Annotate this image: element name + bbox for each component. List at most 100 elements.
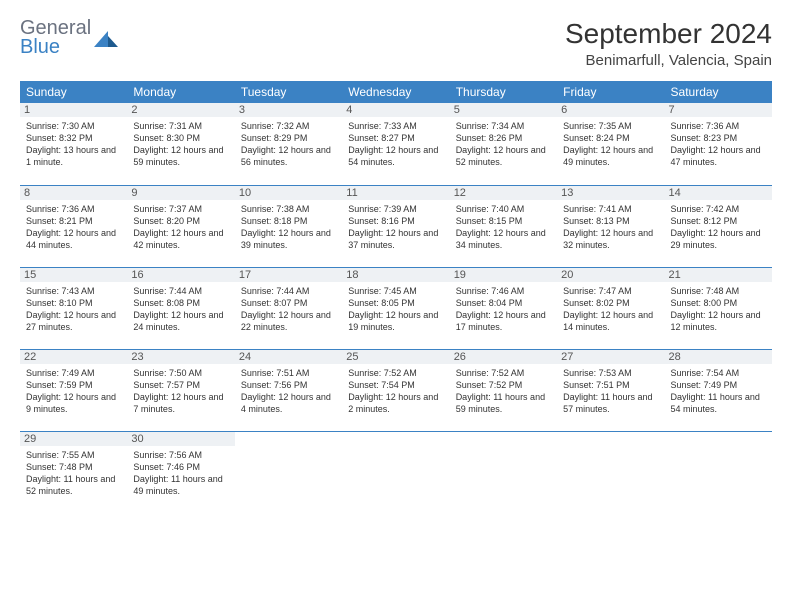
weekday-header: Tuesday xyxy=(235,81,342,103)
day-info: Sunrise: 7:54 AMSunset: 7:49 PMDaylight:… xyxy=(671,367,766,416)
day-cell: 30Sunrise: 7:56 AMSunset: 7:46 PMDayligh… xyxy=(127,431,234,513)
location: Benimarfull, Valencia, Spain xyxy=(565,52,772,69)
day-cell: 15Sunrise: 7:43 AMSunset: 8:10 PMDayligh… xyxy=(20,267,127,349)
day-info: Sunrise: 7:44 AMSunset: 8:08 PMDaylight:… xyxy=(133,285,228,334)
day-number: 25 xyxy=(342,350,449,364)
day-cell: 16 Sunrise: 7:44 AMSunset: 8:08 PMDayligh… xyxy=(127,267,234,349)
day-info: Sunrise: 7:36 AMSunset: 8:23 PMDaylight:… xyxy=(671,120,766,169)
day-info: Sunrise: 7:30 AMSunset: 8:32 PMDaylight:… xyxy=(26,120,121,169)
empty-cell xyxy=(450,431,557,513)
day-number: 10 xyxy=(235,186,342,200)
day-cell: 28 Sunrise: 7:54 AMSunset: 7:49 PMDayligh… xyxy=(665,349,772,431)
day-info: Sunrise: 7:46 AMSunset: 8:04 PMDaylight:… xyxy=(456,285,551,334)
day-cell: 29 Sunrise: 7:55 AMSunset: 7:48 PMDayligh… xyxy=(20,431,127,513)
weekday-header: Monday xyxy=(127,81,234,103)
day-number: 8 xyxy=(20,186,127,200)
weekday-header: Sunday xyxy=(20,81,127,103)
day-number: 7 xyxy=(665,103,772,117)
day-number: 29 xyxy=(20,432,127,446)
day-number: 17 xyxy=(235,268,342,282)
day-cell: 10 Sunrise: 7:38 AMSunset: 8:18 PMDayligh… xyxy=(235,185,342,267)
calendar-row: 8Sunrise: 7:36 AMSunset: 8:21 PMDaylight… xyxy=(20,185,772,267)
day-cell: 12 Sunrise: 7:40 AMSunset: 8:15 PMDayligh… xyxy=(450,185,557,267)
day-number: 9 xyxy=(127,186,234,200)
day-info: Sunrise: 7:52 AMSunset: 7:54 PMDaylight:… xyxy=(348,367,443,416)
logo: General Blue xyxy=(20,18,118,57)
day-info: Sunrise: 7:31 AMSunset: 8:30 PMDaylight:… xyxy=(133,120,228,169)
day-info: Sunrise: 7:55 AMSunset: 7:48 PMDaylight:… xyxy=(26,449,121,498)
calendar-row: 29 Sunrise: 7:55 AMSunset: 7:48 PMDayligh… xyxy=(20,431,772,513)
day-number: 5 xyxy=(450,103,557,117)
day-info: Sunrise: 7:51 AMSunset: 7:56 PMDaylight:… xyxy=(241,367,336,416)
month-title: September 2024 xyxy=(565,18,772,50)
day-info: Sunrise: 7:48 AMSunset: 8:00 PMDaylight:… xyxy=(671,285,766,334)
day-info: Sunrise: 7:53 AMSunset: 7:51 PMDaylight:… xyxy=(563,367,658,416)
header: General Blue September 2024 Benimarfull,… xyxy=(20,18,772,69)
day-cell: 17 Sunrise: 7:44 AMSunset: 8:07 PMDayligh… xyxy=(235,267,342,349)
calendar-row: 22Sunrise: 7:49 AMSunset: 7:59 PMDayligh… xyxy=(20,349,772,431)
day-info: Sunrise: 7:42 AMSunset: 8:12 PMDaylight:… xyxy=(671,203,766,252)
day-number: 13 xyxy=(557,186,664,200)
day-cell: 1 Sunrise: 7:30 AMSunset: 8:32 PMDaylight… xyxy=(20,103,127,185)
day-info: Sunrise: 7:34 AMSunset: 8:26 PMDaylight:… xyxy=(456,120,551,169)
day-info: Sunrise: 7:41 AMSunset: 8:13 PMDaylight:… xyxy=(563,203,658,252)
day-cell: 22Sunrise: 7:49 AMSunset: 7:59 PMDayligh… xyxy=(20,349,127,431)
day-number: 14 xyxy=(665,186,772,200)
logo-blue: Blue xyxy=(20,37,91,57)
day-number: 19 xyxy=(450,268,557,282)
day-number: 2 xyxy=(127,103,234,117)
day-info: Sunrise: 7:38 AMSunset: 8:18 PMDaylight:… xyxy=(241,203,336,252)
day-cell: 20 Sunrise: 7:47 AMSunset: 8:02 PMDayligh… xyxy=(557,267,664,349)
day-cell: 13 Sunrise: 7:41 AMSunset: 8:13 PMDayligh… xyxy=(557,185,664,267)
day-cell: 8Sunrise: 7:36 AMSunset: 8:21 PMDaylight… xyxy=(20,185,127,267)
logo-triangle-icon xyxy=(94,29,118,47)
day-number: 22 xyxy=(20,350,127,364)
empty-cell xyxy=(557,431,664,513)
calendar-body: 1 Sunrise: 7:30 AMSunset: 8:32 PMDaylight… xyxy=(20,103,772,513)
day-info: Sunrise: 7:47 AMSunset: 8:02 PMDaylight:… xyxy=(563,285,658,334)
day-info: Sunrise: 7:50 AMSunset: 7:57 PMDaylight:… xyxy=(133,367,228,416)
day-info: Sunrise: 7:44 AMSunset: 8:07 PMDaylight:… xyxy=(241,285,336,334)
day-number: 28 xyxy=(665,350,772,364)
day-number: 24 xyxy=(235,350,342,364)
day-number: 21 xyxy=(665,268,772,282)
day-cell: 14 Sunrise: 7:42 AMSunset: 8:12 PMDayligh… xyxy=(665,185,772,267)
day-number: 3 xyxy=(235,103,342,117)
day-cell: 2 Sunrise: 7:31 AMSunset: 8:30 PMDaylight… xyxy=(127,103,234,185)
day-info: Sunrise: 7:52 AMSunset: 7:52 PMDaylight:… xyxy=(456,367,551,416)
weekday-header: Saturday xyxy=(665,81,772,103)
day-number: 23 xyxy=(127,350,234,364)
day-number: 20 xyxy=(557,268,664,282)
day-cell: 5 Sunrise: 7:34 AMSunset: 8:26 PMDaylight… xyxy=(450,103,557,185)
day-number: 4 xyxy=(342,103,449,117)
calendar-row: 1 Sunrise: 7:30 AMSunset: 8:32 PMDaylight… xyxy=(20,103,772,185)
day-cell: 25 Sunrise: 7:52 AMSunset: 7:54 PMDayligh… xyxy=(342,349,449,431)
day-cell: 11 Sunrise: 7:39 AMSunset: 8:16 PMDayligh… xyxy=(342,185,449,267)
day-number: 16 xyxy=(127,268,234,282)
day-number: 6 xyxy=(557,103,664,117)
day-info: Sunrise: 7:39 AMSunset: 8:16 PMDaylight:… xyxy=(348,203,443,252)
day-cell: 19 Sunrise: 7:46 AMSunset: 8:04 PMDayligh… xyxy=(450,267,557,349)
day-cell: 26 Sunrise: 7:52 AMSunset: 7:52 PMDayligh… xyxy=(450,349,557,431)
day-cell: 6 Sunrise: 7:35 AMSunset: 8:24 PMDaylight… xyxy=(557,103,664,185)
day-number: 12 xyxy=(450,186,557,200)
day-number: 11 xyxy=(342,186,449,200)
day-info: Sunrise: 7:43 AMSunset: 8:10 PMDaylight:… xyxy=(26,285,121,334)
day-info: Sunrise: 7:33 AMSunset: 8:27 PMDaylight:… xyxy=(348,120,443,169)
day-cell: 24 Sunrise: 7:51 AMSunset: 7:56 PMDayligh… xyxy=(235,349,342,431)
day-number: 1 xyxy=(20,103,127,117)
day-info: Sunrise: 7:32 AMSunset: 8:29 PMDaylight:… xyxy=(241,120,336,169)
day-info: Sunrise: 7:40 AMSunset: 8:15 PMDaylight:… xyxy=(456,203,551,252)
weekday-header: Wednesday xyxy=(342,81,449,103)
day-number: 27 xyxy=(557,350,664,364)
empty-cell xyxy=(665,431,772,513)
day-cell: 3 Sunrise: 7:32 AMSunset: 8:29 PMDaylight… xyxy=(235,103,342,185)
empty-cell xyxy=(342,431,449,513)
day-cell: 27 Sunrise: 7:53 AMSunset: 7:51 PMDayligh… xyxy=(557,349,664,431)
day-cell: 9Sunrise: 7:37 AMSunset: 8:20 PMDaylight… xyxy=(127,185,234,267)
day-number: 26 xyxy=(450,350,557,364)
day-cell: 21 Sunrise: 7:48 AMSunset: 8:00 PMDayligh… xyxy=(665,267,772,349)
day-number: 18 xyxy=(342,268,449,282)
day-info: Sunrise: 7:35 AMSunset: 8:24 PMDaylight:… xyxy=(563,120,658,169)
day-cell: 18Sunrise: 7:45 AMSunset: 8:05 PMDayligh… xyxy=(342,267,449,349)
